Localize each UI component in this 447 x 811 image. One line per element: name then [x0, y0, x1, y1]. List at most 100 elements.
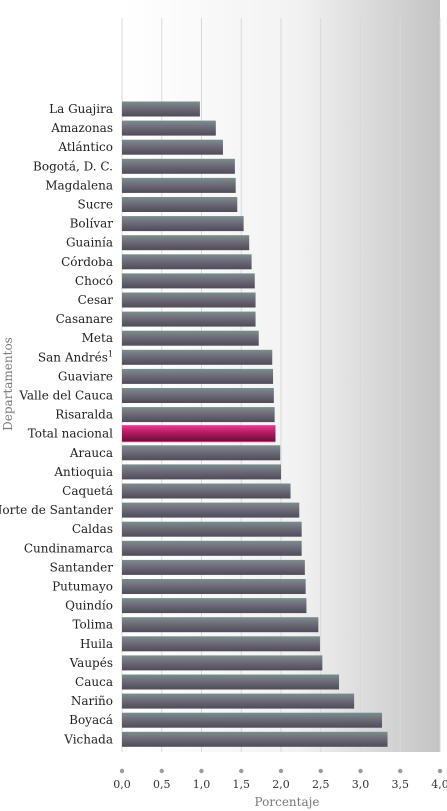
x-tick-label: 3,0	[352, 778, 370, 791]
category-label: Bogotá, D. C.	[33, 159, 113, 173]
x-tick-label: 2,0	[272, 778, 290, 791]
category-label: Quindío	[65, 599, 113, 613]
bar	[122, 158, 235, 174]
category-label-text: Norte de Santander	[0, 503, 113, 517]
bar	[122, 254, 252, 270]
bar	[122, 120, 216, 136]
category-label-text: Nariño	[71, 694, 113, 708]
category-label-text: Cundinamarca	[24, 541, 113, 555]
category-label-text: Guaviare	[58, 369, 113, 383]
bar	[122, 273, 255, 289]
category-label: Córdoba	[61, 255, 113, 269]
category-label: Amazonas	[50, 121, 113, 135]
category-label: Guainía	[66, 236, 113, 250]
bar	[122, 502, 300, 518]
x-tick-label: 0,0	[113, 778, 131, 791]
category-label-footnote: 1	[108, 349, 113, 358]
bar	[122, 693, 355, 709]
category-label-text: Cauca	[75, 675, 113, 689]
bar	[122, 388, 274, 403]
category-label: San Andrés1	[38, 349, 113, 364]
category-label-text: Boyacá	[69, 713, 113, 727]
category-label: Caquetá	[62, 484, 113, 498]
bar	[122, 235, 250, 251]
category-label: Arauca	[69, 446, 113, 460]
category-label-text: Arauca	[69, 446, 113, 460]
category-label: Cauca	[75, 675, 113, 689]
category-label-text: Atlántico	[57, 140, 113, 154]
category-label-text: Vaupés	[69, 656, 113, 670]
bar	[122, 101, 200, 117]
y-axis-title: Departamentos	[1, 337, 15, 431]
bar	[122, 674, 340, 690]
x-tick-label: 3,5	[392, 778, 410, 791]
category-label-text: Antioquia	[53, 465, 113, 479]
bar	[122, 731, 388, 747]
category-label: La Guajira	[49, 102, 113, 116]
category-label-text: Risaralda	[55, 408, 113, 422]
bar	[122, 598, 307, 614]
x-tick-label: 1,5	[233, 778, 251, 791]
x-tick-mark	[358, 768, 363, 774]
category-label-text: Bogotá, D. C.	[33, 159, 113, 173]
category-label: Huila	[80, 637, 113, 651]
category-label-text: Guainía	[66, 236, 113, 250]
bar	[122, 139, 223, 155]
bar	[122, 559, 305, 575]
category-label: Putumayo	[52, 580, 113, 594]
bar	[122, 292, 256, 308]
category-label-text: Cesar	[78, 293, 114, 307]
bar	[122, 540, 302, 556]
bar	[122, 368, 274, 384]
bar	[122, 445, 281, 461]
bar	[122, 407, 275, 423]
category-label-text: Tolima	[72, 618, 113, 632]
bar	[122, 197, 238, 212]
category-label-text: Bolívar	[70, 217, 114, 231]
bar	[122, 177, 236, 193]
category-label-text: Valle del Cauca	[18, 389, 113, 403]
x-tick-label: 2,5	[312, 778, 330, 791]
x-tick-mark	[239, 768, 244, 774]
category-label: Nariño	[71, 694, 113, 708]
category-label-text: Casanare	[56, 312, 113, 326]
category-label: Valle del Cauca	[18, 389, 113, 403]
category-label-text: Sucre	[77, 198, 113, 212]
category-label-text: Chocó	[75, 274, 113, 288]
category-label: Atlántico	[57, 140, 113, 154]
category-label: Guaviare	[58, 369, 113, 383]
category-label-text: Caldas	[72, 522, 113, 536]
category-label: Cundinamarca	[24, 541, 113, 555]
category-label: Sucre	[77, 198, 113, 212]
category-label: Magdalena	[45, 178, 113, 192]
x-axis-title: Porcentaje	[255, 795, 320, 809]
bar-total-nacional	[122, 426, 276, 442]
x-tick-mark	[278, 768, 284, 774]
bar	[122, 617, 319, 633]
category-label-text: Quindío	[65, 599, 113, 613]
category-label-text: San Andrés	[38, 350, 108, 364]
category-label: Santander	[50, 560, 114, 574]
category-label: Casanare	[56, 312, 113, 326]
x-tick-label: 1,0	[193, 778, 211, 791]
category-label: Bolívar	[70, 217, 114, 231]
category-label-text: Vichada	[63, 732, 113, 746]
bar	[122, 330, 259, 346]
x-axis: 0,0 0,5 1,0 1,5 2,0 2,5 3,0 3,5 4,0	[113, 768, 447, 791]
category-label-text: Total nacional	[28, 427, 113, 441]
category-label: Vichada	[63, 732, 113, 746]
category-label-text: Córdoba	[61, 255, 113, 269]
category-label: Antioquia	[53, 465, 113, 479]
x-tick-mark	[159, 768, 164, 774]
x-tick-mark	[318, 768, 323, 774]
category-label: Total nacional	[28, 427, 113, 441]
category-label-text: Huila	[80, 637, 113, 651]
category-label-text: Magdalena	[45, 178, 113, 192]
category-label: Chocó	[75, 274, 113, 288]
bar	[122, 483, 291, 499]
x-tick-label: 4,0	[431, 778, 447, 791]
category-label: Cesar	[78, 293, 114, 307]
bar	[122, 216, 244, 232]
x-tick-mark	[199, 768, 204, 774]
